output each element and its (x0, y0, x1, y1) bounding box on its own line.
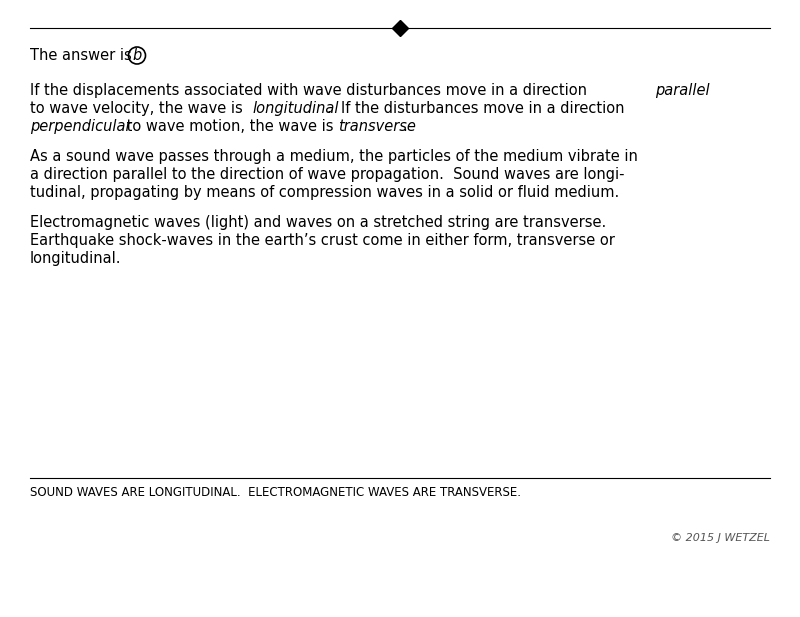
Text: longitudinal.: longitudinal. (30, 251, 122, 266)
Text: Electromagnetic waves (light) and waves on a stretched string are transverse.: Electromagnetic waves (light) and waves … (30, 215, 606, 230)
Text: © 2015 J WETZEL: © 2015 J WETZEL (671, 533, 770, 543)
Text: .: . (402, 119, 406, 134)
Text: transverse: transverse (338, 119, 416, 134)
Text: If the displacements associated with wave disturbances move in a direction: If the displacements associated with wav… (30, 83, 592, 98)
Text: .  If the disturbances move in a direction: . If the disturbances move in a directio… (327, 101, 625, 116)
Text: to wave motion, the wave is: to wave motion, the wave is (122, 119, 338, 134)
Text: Earthquake shock-waves in the earth’s crust come in either form, transverse or: Earthquake shock-waves in the earth’s cr… (30, 233, 615, 248)
Text: b: b (132, 49, 142, 64)
Text: SOUND WAVES ARE LONGITUDINAL.  ELECTROMAGNETIC WAVES ARE TRANSVERSE.: SOUND WAVES ARE LONGITUDINAL. ELECTROMAG… (30, 486, 521, 499)
Text: longitudinal: longitudinal (252, 101, 338, 116)
Text: a direction parallel to the direction of wave propagation.  Sound waves are long: a direction parallel to the direction of… (30, 167, 625, 182)
Text: tudinal, propagating by means of compression waves in a solid or fluid medium.: tudinal, propagating by means of compres… (30, 185, 619, 200)
Text: perpendicular: perpendicular (30, 119, 131, 134)
Text: As a sound wave passes through a medium, the particles of the medium vibrate in: As a sound wave passes through a medium,… (30, 149, 638, 164)
Text: parallel: parallel (655, 83, 710, 98)
Text: The answer is: The answer is (30, 48, 136, 63)
Text: to wave velocity, the wave is: to wave velocity, the wave is (30, 101, 247, 116)
